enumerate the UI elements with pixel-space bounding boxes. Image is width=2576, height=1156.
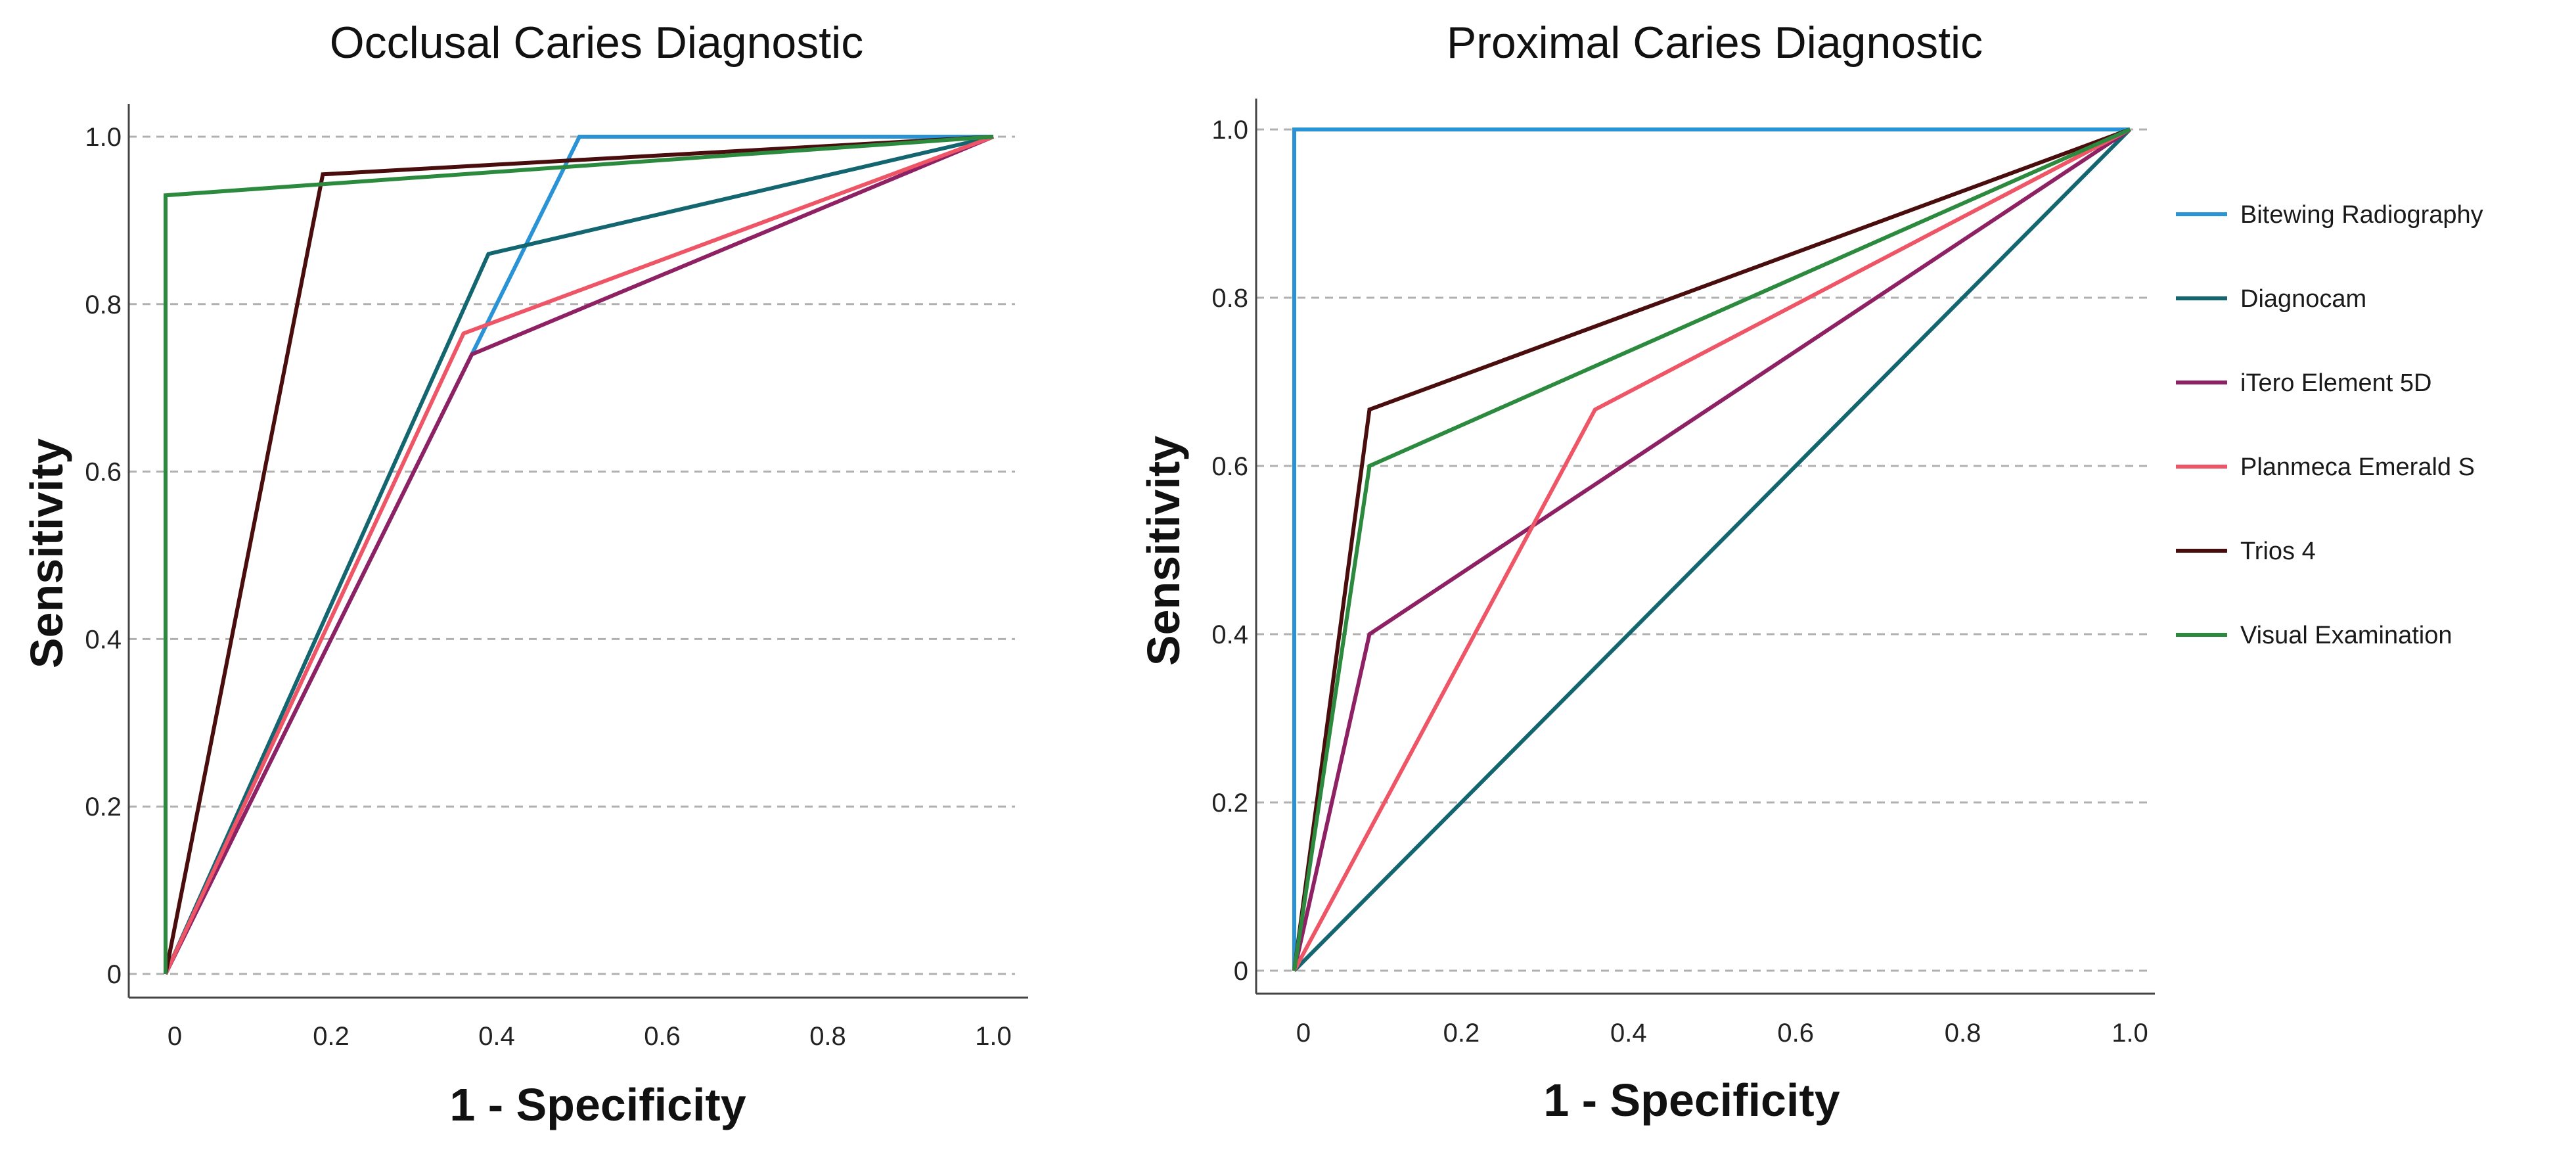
proximal-chart-title: Proximal Caries Diagnostic xyxy=(1447,18,1983,68)
occlusal-series-diagnocam xyxy=(164,135,994,975)
occlusal-x-tick-label: 1.0 xyxy=(975,1022,1012,1051)
legend-item-diagnocam: Diagnocam xyxy=(2176,285,2366,313)
occlusal-gridlines xyxy=(129,135,1015,975)
occlusal-y-tick-label: 0.8 xyxy=(85,290,122,319)
occlusal-x-tick-label: 0.2 xyxy=(313,1022,350,1051)
occlusal-series-itero-element-5d xyxy=(164,135,995,975)
legend-label: Bitewing Radiography xyxy=(2240,201,2483,229)
legend-label: Visual Examination xyxy=(2240,622,2452,649)
occlusal-y-tick-label: 0 xyxy=(107,960,122,989)
occlusal-x-tick-label: 0.4 xyxy=(478,1022,515,1051)
occlusal-y-ticks: 0 0.2 0.4 0.6 0.8 1.0 xyxy=(85,123,122,989)
occlusal-x-tick-label: 0.6 xyxy=(644,1022,681,1051)
occlusal-y-tick-label: 0.4 xyxy=(85,625,122,654)
proximal-chart: Proximal Caries Diagnostic 0 0.2 0.4 0.6 0.8… xyxy=(1138,18,2155,1126)
proximal-gridlines xyxy=(1256,128,2148,972)
legend-item-trios-4: Trios 4 xyxy=(2176,538,2316,565)
proximal-x-tick-label: 0.8 xyxy=(1945,1019,1981,1048)
occlusal-series-visual-examination xyxy=(164,135,994,974)
proximal-series-planmeca-emerald-s xyxy=(1292,127,2131,972)
legend-item-planmeca-emerald-s: Planmeca Emerald S xyxy=(2176,453,2475,481)
occlusal-axes xyxy=(127,104,1028,999)
occlusal-series-planmeca-emerald-s xyxy=(164,135,995,975)
occlusal-chart: Occlusal Caries Diagnostic 0 0.2 0.4 0.6 0.8… xyxy=(21,18,1028,1130)
proximal-y-tick-label: 0.4 xyxy=(1211,620,1248,649)
proximal-y-tick-label: 0 xyxy=(1234,957,1248,986)
proximal-x-tick-label: 0.2 xyxy=(1443,1019,1480,1048)
legend-label: iTero Element 5D xyxy=(2240,369,2431,397)
proximal-x-tick-label: 0.6 xyxy=(1777,1019,1814,1048)
legend-label: Planmeca Emerald S xyxy=(2240,453,2475,481)
proximal-y-ticks: 0 0.2 0.4 0.6 0.8 1.0 xyxy=(1211,116,1248,986)
legend-item-itero-element-5d: iTero Element 5D xyxy=(2176,369,2431,397)
legend-label: Trios 4 xyxy=(2240,538,2316,565)
legend-label: Diagnocam xyxy=(2240,285,2366,313)
proximal-y-tick-label: 1.0 xyxy=(1211,116,1248,145)
proximal-y-tick-label: 0.8 xyxy=(1211,284,1248,313)
occlusal-y-tick-label: 0.2 xyxy=(85,793,122,821)
proximal-series-trios-4 xyxy=(1292,127,2131,971)
proximal-x-ticks: 0 0.2 0.4 0.6 0.8 1.0 xyxy=(1296,1019,2148,1048)
occlusal-y-tick-label: 1.0 xyxy=(85,123,122,152)
occlusal-series-trios-4 xyxy=(164,135,994,975)
proximal-series-itero-element-5d xyxy=(1292,127,2131,971)
legend-item-bitewing-radiography: Bitewing Radiography xyxy=(2176,201,2483,229)
occlusal-x-axis-label: 1 - Specificity xyxy=(449,1079,746,1130)
proximal-series-bitewing-radiography xyxy=(1292,127,2130,971)
proximal-x-axis-label: 1 - Specificity xyxy=(1543,1075,1840,1126)
legend-item-visual-examination: Visual Examination xyxy=(2176,622,2452,649)
proximal-y-axis-label: Sensitivity xyxy=(1138,436,1189,666)
proximal-axes xyxy=(1255,99,2155,995)
legend: Bitewing Radiography Diagnocam iTero Eleme… xyxy=(2176,201,2483,649)
proximal-x-tick-label: 0 xyxy=(1296,1019,1311,1048)
proximal-series-diagnocam xyxy=(1292,127,2132,973)
proximal-x-tick-label: 1.0 xyxy=(2112,1019,2148,1048)
proximal-x-tick-label: 0.4 xyxy=(1610,1019,1647,1048)
proximal-series-visual-examination xyxy=(1292,127,2131,971)
occlusal-y-axis-label: Sensitivity xyxy=(21,438,72,668)
occlusal-y-tick-label: 0.6 xyxy=(85,458,122,487)
proximal-y-tick-label: 0.6 xyxy=(1211,452,1248,481)
occlusal-series-bitewing-radiography xyxy=(164,135,993,975)
occlusal-x-tick-label: 0.8 xyxy=(809,1022,846,1051)
proximal-series xyxy=(1292,127,2132,973)
occlusal-x-ticks: 0 0.2 0.4 0.6 0.8 1.0 xyxy=(168,1022,1012,1051)
occlusal-x-tick-label: 0 xyxy=(168,1022,182,1051)
proximal-y-tick-label: 0.2 xyxy=(1211,789,1248,818)
occlusal-chart-title: Occlusal Caries Diagnostic xyxy=(330,18,864,68)
occlusal-series xyxy=(164,135,995,975)
